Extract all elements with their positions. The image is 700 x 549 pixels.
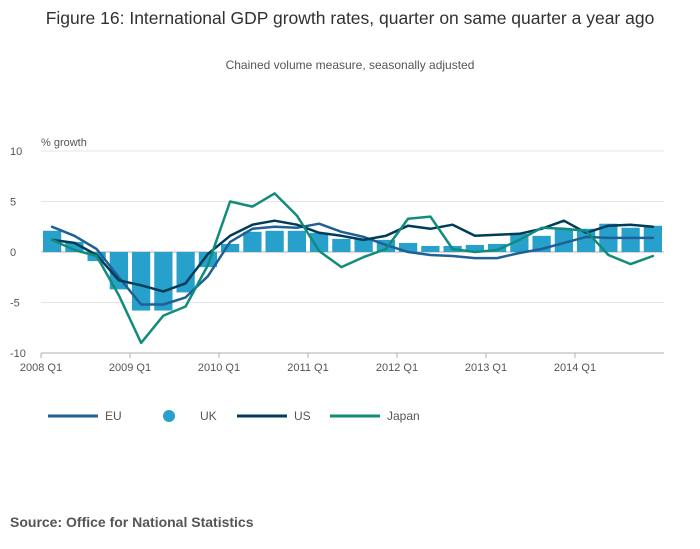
x-tick-label: 2013 Q1: [465, 362, 507, 374]
bar-uk: [399, 242, 418, 252]
source-note: Source: Office for National Statistics: [10, 514, 254, 530]
x-tick-label: 2011 Q1: [287, 362, 328, 374]
bar-uk: [65, 241, 84, 252]
bar-uk: [488, 243, 507, 252]
bar-uk: [310, 232, 329, 252]
legend-label-us: US: [294, 409, 311, 423]
line-eu: [50, 222, 655, 306]
bar-uk: [465, 244, 484, 252]
line-japan: [50, 192, 655, 345]
bar-uk: [243, 231, 262, 252]
bar-uk: [354, 238, 373, 252]
legend-label-japan: Japan: [387, 409, 420, 423]
bar-uk: [287, 230, 306, 252]
bar-uk: [176, 252, 195, 293]
legend-label-uk: UK: [200, 409, 217, 423]
bar-uk: [109, 252, 128, 290]
x-tick-label: 2012 Q1: [376, 362, 418, 374]
legend-label-eu: EU: [105, 409, 122, 423]
y-tick-label: 0: [10, 247, 16, 259]
chart-title: Figure 16: International GDP growth rate…: [45, 8, 655, 28]
line-us: [50, 219, 655, 293]
bar-uk: [154, 252, 173, 311]
bar-uk: [265, 230, 284, 252]
x-tick-label: 2008 Q1: [20, 362, 62, 374]
bar-uk: [332, 238, 351, 252]
gdp-growth-chart: 10 5 0 -5 -10 % growth 2008 Q1 2009 Q1 2010 Q1 20…: [10, 137, 664, 423]
bar-uk: [621, 227, 640, 252]
y-tick-label: 10: [10, 146, 22, 158]
bar-uk: [43, 230, 62, 252]
bar-uk: [421, 245, 440, 252]
x-tick-label: 2010 Q1: [198, 362, 240, 374]
legend-swatch-uk: [163, 410, 175, 422]
y-tick-label: -5: [10, 298, 20, 310]
y-tick-label: -10: [10, 348, 26, 360]
y-tick-label: 5: [10, 197, 16, 209]
bar-uk: [554, 228, 573, 252]
x-tick-label: 2009 Q1: [109, 362, 151, 374]
chart-subtitle: Chained volume measure, seasonally adjus…: [225, 58, 475, 72]
bar-uk: [221, 243, 240, 252]
y-axis-label: % growth: [41, 137, 87, 149]
x-tick-label: 2014 Q1: [554, 362, 596, 374]
bar-uk: [132, 252, 151, 311]
